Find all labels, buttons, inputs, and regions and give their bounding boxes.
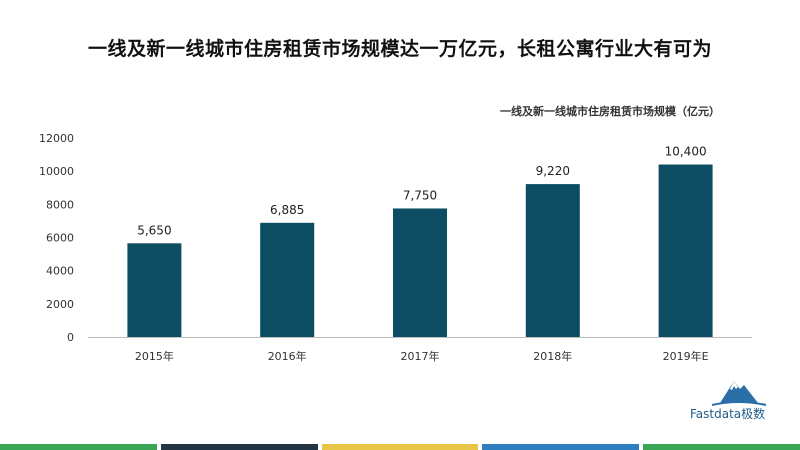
y-tick-label: 2000 <box>46 298 74 311</box>
footer-color-segment <box>482 444 640 450</box>
y-tick-label: 4000 <box>46 265 74 278</box>
value-label-4: 9,220 <box>536 164 570 178</box>
value-label-1: 5,650 <box>137 223 171 237</box>
x-tick-label-1: 2015年 <box>135 349 174 363</box>
brand-logo: Fastdata极数 <box>690 375 790 425</box>
x-tick-label-4: 2018年 <box>533 349 572 363</box>
y-axis: 0 2000 4000 6000 8000 10000 12000 <box>39 132 752 344</box>
bar-4 <box>525 184 580 337</box>
y-tick-label: 10000 <box>39 165 74 178</box>
value-label-5: 10,400 <box>665 145 707 159</box>
bar-2 <box>260 222 315 337</box>
y-tick-label: 6000 <box>46 232 74 245</box>
bar-5 <box>658 164 713 337</box>
value-label-3: 7,750 <box>403 188 437 202</box>
page-title: 一线及新一线城市住房租赁市场规模达一万亿元，长租公寓行业大有可为 <box>87 38 712 60</box>
bar-1 <box>127 243 182 337</box>
y-tick-label: 0 <box>67 331 74 344</box>
x-tick-label-2: 2016年 <box>268 349 307 363</box>
chart-title: 一线及新一线城市住房租赁市场规模（亿元） <box>500 105 720 118</box>
y-tick-label: 12000 <box>39 132 74 145</box>
value-label-2: 6,885 <box>270 203 304 217</box>
x-tick-label-5: 2019年E <box>663 349 709 363</box>
mountain-logo-icon <box>711 381 767 406</box>
value-labels: 5,650 6,885 7,750 9,220 10,400 <box>137 145 706 238</box>
bars <box>127 164 713 337</box>
footer-color-segment <box>160 444 318 450</box>
footer-color-segment <box>321 444 479 450</box>
logo-text: Fastdata极数 <box>690 407 766 421</box>
footer-color-bar <box>0 444 800 450</box>
x-axis: 2015年 2016年 2017年 2018年 2019年E <box>135 349 709 363</box>
footer-color-segment <box>643 444 800 450</box>
footer-color-segment <box>0 444 157 450</box>
x-tick-label-3: 2017年 <box>401 349 440 363</box>
y-tick-label: 8000 <box>46 198 74 211</box>
bar-3 <box>393 208 447 337</box>
